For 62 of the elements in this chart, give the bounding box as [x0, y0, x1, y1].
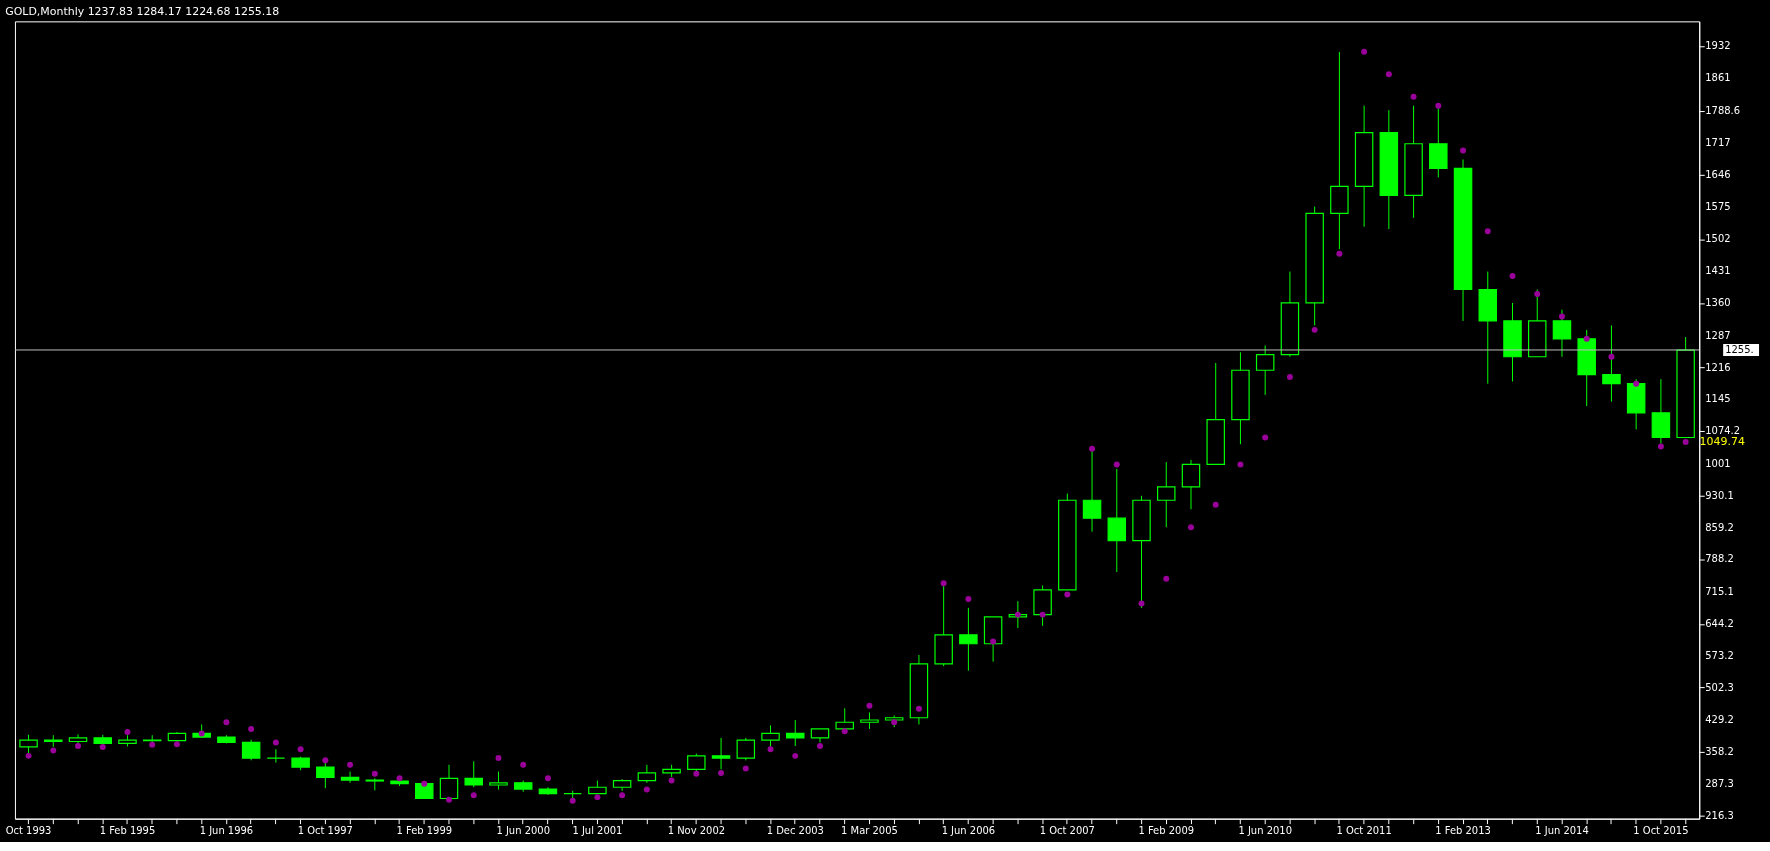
x-tick-label: 1 Oct 1997 — [297, 825, 353, 837]
x-tick-label: 1 Feb 2013 — [1435, 825, 1491, 837]
y-tick-label: 1575 — [1705, 200, 1731, 212]
y-tick-label: 1074.2 — [1705, 425, 1741, 437]
candlestick — [1157, 461, 1176, 528]
y-tick-label: 1431 — [1705, 265, 1731, 277]
x-tick-label: 1 Jun 2000 — [496, 825, 550, 837]
x-tick-label: 1 Oct 2011 — [1336, 825, 1392, 837]
y-tick-label: 573.2 — [1705, 649, 1734, 661]
y-tick-label: 930.1 — [1705, 489, 1734, 501]
y-tick-label: 1502 — [1705, 233, 1731, 245]
y-tick-label: 1717 — [1705, 136, 1731, 148]
candlestick — [340, 771, 360, 784]
y-tick-label: 1932 — [1705, 40, 1731, 52]
candlestick — [241, 739, 261, 761]
x-tick-label: 1 Jun 2014 — [1535, 825, 1589, 837]
data-label: 1049.74 — [1699, 435, 1745, 449]
x-tick-label: 1 Jun 2006 — [941, 825, 996, 837]
x-tick-label: 1 Feb 2009 — [1138, 825, 1195, 837]
candlestick — [711, 737, 731, 770]
candlestick — [637, 764, 657, 784]
y-tick-label: 358.2 — [1705, 746, 1734, 758]
x-tick-label: Oct 1993 — [5, 825, 52, 837]
y-tick-label: 1861 — [1705, 72, 1731, 84]
y-tick-label: 644.2 — [1705, 617, 1734, 629]
x-tick-label: 1 Dec 2003 — [766, 825, 824, 837]
y-tick-label: 287.3 — [1705, 777, 1734, 789]
candlestick — [1255, 345, 1275, 396]
candlestick — [1181, 459, 1201, 510]
y-tick-label: 1788.6 — [1705, 104, 1741, 116]
y-tick-label: 1001 — [1705, 457, 1731, 469]
x-tick-label: 1 Nov 2002 — [667, 825, 726, 837]
y-tick-label: 1145 — [1705, 393, 1731, 405]
candlestick — [464, 760, 483, 788]
y-tick-label: 429.2 — [1705, 714, 1734, 726]
y-tick-label: 1216 — [1705, 361, 1731, 373]
x-tick-label: 1 Oct 2007 — [1039, 825, 1095, 837]
x-tick-label: 1 Oct 2015 — [1633, 825, 1689, 837]
y-tick-label: 715.1 — [1705, 586, 1734, 598]
x-tick-label: 1 Feb 1999 — [396, 825, 453, 837]
candlestick — [439, 764, 459, 801]
x-tick-label: 1 Feb 1995 — [99, 825, 156, 837]
candlestick — [736, 737, 756, 761]
candlestick — [959, 607, 978, 672]
ref-line-label: 1255. — [1725, 343, 1754, 355]
candlestick — [786, 719, 805, 747]
candlestick — [1602, 324, 1621, 403]
y-tick-label: 788.2 — [1705, 553, 1734, 565]
y-tick-label: 1646 — [1705, 168, 1731, 180]
y-tick-label: 1287 — [1705, 329, 1731, 341]
candlestick — [1552, 309, 1572, 358]
y-tick-label: 1360 — [1705, 296, 1731, 308]
chart-title: GOLD,Monthly 1237.83 1284.17 1224.68 1255.18 — [5, 5, 280, 19]
candlestick — [1107, 468, 1127, 573]
y-tick-label: 216.3 — [1705, 809, 1734, 821]
x-tick-label: 1 Mar 2005 — [841, 825, 898, 837]
y-tick-label: 859.2 — [1705, 521, 1734, 533]
x-tick-label: 1 Jun 2010 — [1238, 825, 1292, 837]
candlestick — [266, 748, 286, 764]
y-tick-label: 502.3 — [1705, 681, 1734, 693]
x-tick-label: 1 Jul 2001 — [572, 825, 623, 837]
x-tick-label: 1 Jun 1996 — [199, 825, 254, 837]
